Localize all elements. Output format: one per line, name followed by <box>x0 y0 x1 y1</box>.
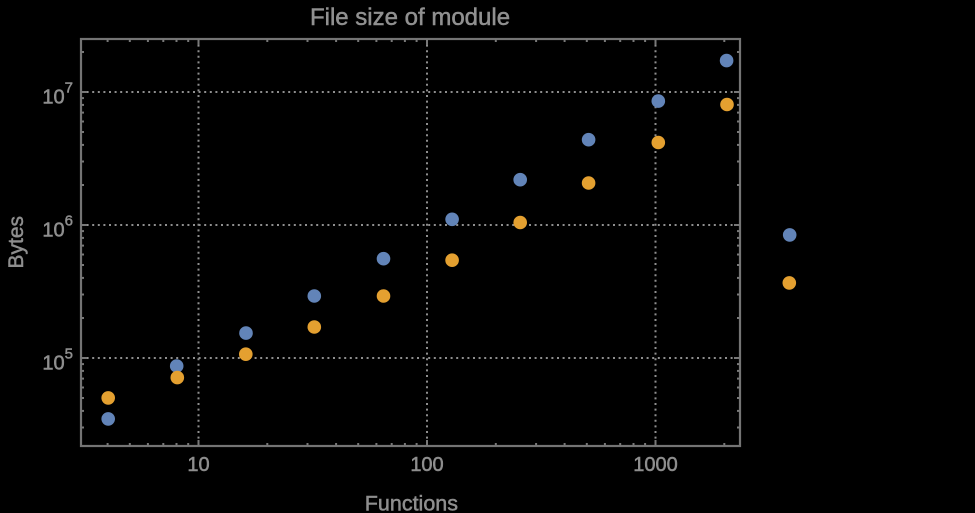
svg-text:File size of module: File size of module <box>310 4 510 31</box>
svg-text:Functions: Functions <box>365 492 458 513</box>
svg-text:Bytes: Bytes <box>5 216 28 269</box>
svg-text:1000: 1000 <box>633 454 678 476</box>
svg-text:100: 100 <box>410 454 443 476</box>
svg-text:10: 10 <box>187 454 209 476</box>
